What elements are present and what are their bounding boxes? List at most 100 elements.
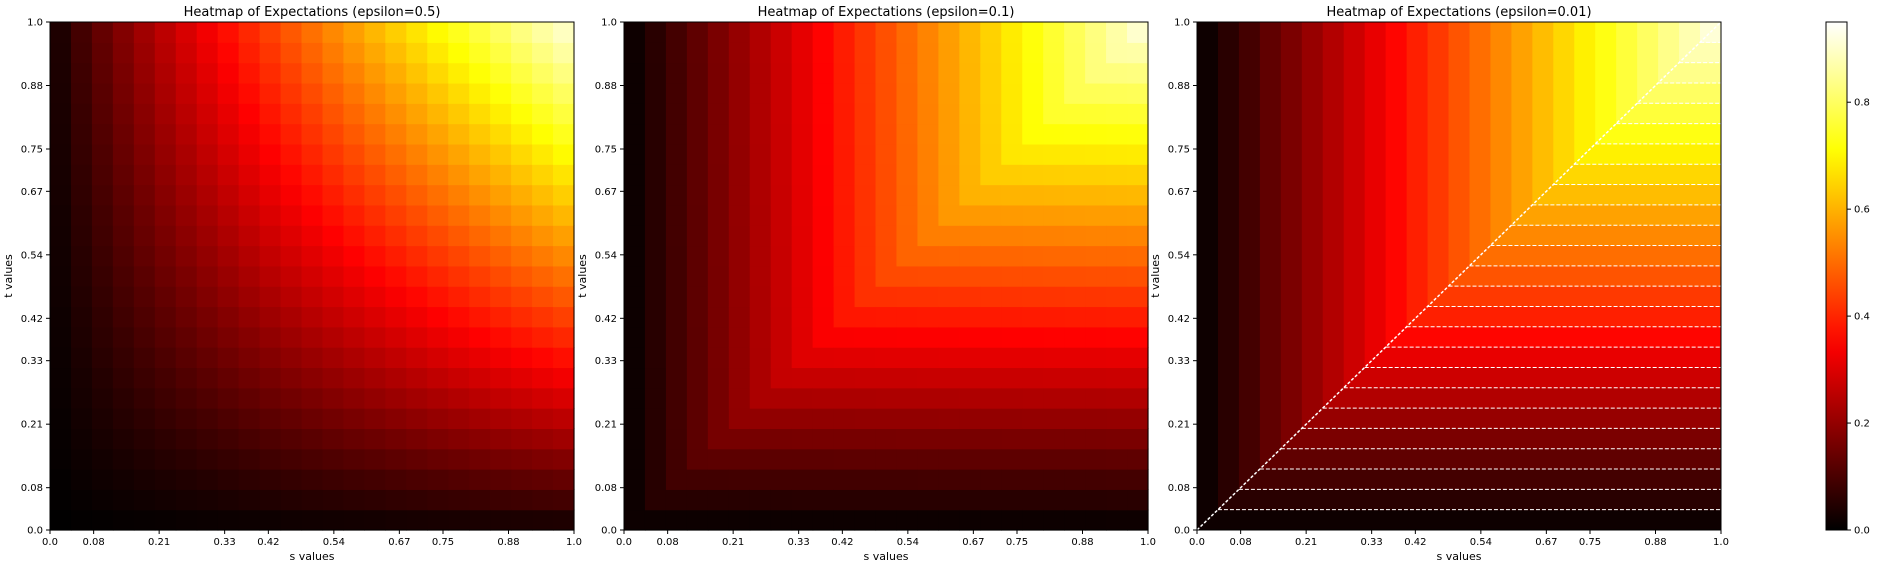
heatmap-cell: [686, 245, 709, 267]
heatmap-cell: [624, 184, 646, 206]
heatmap-cell: [50, 22, 72, 43]
heatmap-cell: [707, 245, 730, 267]
heatmap-cell: [280, 123, 303, 145]
heatmap-cell: [301, 469, 324, 490]
heatmap-cell: [644, 164, 667, 186]
heatmap-cell: [448, 245, 470, 267]
heatmap-cell: [490, 509, 512, 531]
heatmap-cell: [196, 509, 219, 531]
heatmap-cell: [728, 164, 751, 186]
heatmap-cell: [50, 306, 72, 328]
heatmap-cell: [70, 143, 93, 165]
heatmap-cell: [917, 123, 939, 145]
heatmap-cell: [833, 428, 856, 450]
heatmap-cell: [1127, 408, 1149, 429]
heatmap-cell: [553, 408, 575, 429]
heatmap-cell: [364, 286, 386, 308]
heatmap-cell: [707, 469, 730, 490]
heatmap-cell: [238, 225, 261, 247]
heatmap-cell: [1127, 448, 1149, 470]
heatmap-cell: [1106, 123, 1128, 145]
heatmap-cell: [854, 408, 877, 429]
heatmap-cell: [1064, 204, 1086, 226]
heatmap-cell: [624, 143, 646, 165]
heatmap-cell: [1127, 326, 1149, 348]
heatmap-cell: [238, 22, 261, 43]
heatmap-cell: [791, 123, 814, 145]
heatmap-cell: [70, 286, 93, 308]
heatmap-cell: [511, 469, 533, 490]
heatmap-cell: [624, 367, 646, 389]
heatmap-cell: [427, 82, 449, 104]
heatmap-cell: [1085, 509, 1107, 531]
heatmap-cell: [280, 326, 303, 348]
heatmap-cell: [364, 62, 386, 84]
heatmap-cell: [385, 408, 407, 429]
heatmap-cell: [1064, 225, 1086, 247]
heatmap-cell: [707, 62, 730, 84]
heatmap-cell: [322, 42, 345, 64]
heatmap-cell: [154, 82, 177, 104]
heatmap-cell: [1064, 265, 1086, 287]
heatmap-cell: [238, 62, 261, 84]
heatmap-cell: [686, 184, 709, 206]
heatmap-cell: [427, 42, 449, 64]
heatmap-cell: [91, 265, 114, 287]
heatmap-cell: [238, 489, 261, 511]
heatmap-cell: [175, 184, 198, 206]
heatmap-cell: [553, 306, 575, 328]
heatmap-cell: [812, 164, 835, 186]
heatmap-cell: [665, 204, 688, 226]
x-axis-label: s values: [863, 550, 908, 563]
heatmap-cell: [385, 326, 407, 348]
heatmap-cell: [980, 387, 1002, 409]
heatmap-cell: [490, 42, 512, 64]
heatmap-cell: [875, 408, 898, 429]
heatmap-cell: [1001, 245, 1023, 267]
heatmap-cell: [728, 62, 751, 84]
heatmap-cell: [301, 347, 324, 369]
heatmap-cell: [1043, 123, 1065, 145]
heatmap-cell: [938, 428, 960, 450]
heatmap-cell: [490, 82, 512, 104]
heatmap-cell: [280, 265, 303, 287]
heatmap-cell: [112, 82, 135, 104]
heatmap-cell: [511, 103, 533, 125]
heatmap-cell: [665, 22, 688, 43]
x-axis-label: s values: [1436, 550, 1481, 563]
heatmap-cell: [532, 103, 554, 125]
heatmap-cell: [343, 42, 365, 64]
heatmap-cell: [854, 123, 877, 145]
heatmap-cell: [364, 42, 386, 64]
heatmap-cell: [427, 509, 449, 531]
heatmap-cell: [686, 387, 709, 409]
heatmap-cell: [196, 103, 219, 125]
heatmap-cell: [875, 367, 898, 389]
heatmap-cell: [686, 286, 709, 308]
y-axis-label: t values: [1149, 254, 1162, 298]
heatmap-cell: [70, 347, 93, 369]
heatmap-cell: [154, 509, 177, 531]
heatmap-cell: [665, 143, 688, 165]
heatmap-cell: [343, 265, 365, 287]
heatmap-cell: [511, 367, 533, 389]
heatmap-cell: [532, 225, 554, 247]
heatmap-cell: [322, 367, 345, 389]
heatmap-cell: [1106, 367, 1128, 389]
heatmap-cell: [854, 184, 877, 206]
heatmap-cell: [770, 489, 793, 511]
heatmap-cell: [532, 448, 554, 470]
heatmap-cell: [112, 408, 135, 429]
heatmap-cell: [1085, 82, 1107, 104]
heatmap-cell: [728, 265, 751, 287]
heatmap-cell: [896, 387, 919, 409]
heatmap-cell: [812, 184, 835, 206]
heatmap-cell: [343, 509, 365, 531]
heatmap-cell: [854, 22, 877, 43]
heatmap-cell: [154, 367, 177, 389]
heatmap-cell: [70, 225, 93, 247]
heatmap-cell: [896, 103, 919, 125]
heatmap-cell: [385, 143, 407, 165]
heatmap-cell: [280, 387, 303, 409]
heatmap-cell: [259, 286, 282, 308]
